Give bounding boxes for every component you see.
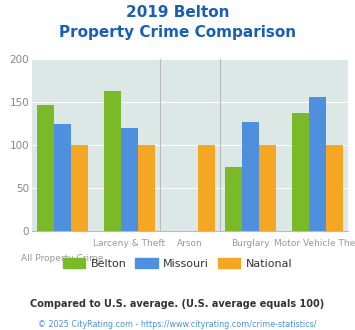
Text: Property Crime Comparison: Property Crime Comparison — [59, 25, 296, 40]
Bar — [309, 97, 326, 231]
Text: 2019 Belton: 2019 Belton — [126, 5, 229, 20]
Bar — [292, 113, 309, 231]
Text: All Property Crime: All Property Crime — [21, 254, 104, 263]
Text: Arson: Arson — [177, 239, 203, 248]
Text: Burglary: Burglary — [231, 239, 270, 248]
Text: Compared to U.S. average. (U.S. average equals 100): Compared to U.S. average. (U.S. average … — [31, 299, 324, 309]
Bar — [54, 124, 71, 231]
Legend: Belton, Missouri, National: Belton, Missouri, National — [58, 253, 297, 273]
Bar — [121, 128, 138, 231]
Text: © 2025 CityRating.com - https://www.cityrating.com/crime-statistics/: © 2025 CityRating.com - https://www.city… — [38, 320, 317, 329]
Bar — [71, 145, 88, 231]
Bar — [225, 167, 242, 231]
Bar — [326, 145, 343, 231]
Bar — [198, 145, 215, 231]
Bar — [138, 145, 155, 231]
Bar — [259, 145, 276, 231]
Bar — [37, 105, 54, 231]
Text: Motor Vehicle Theft: Motor Vehicle Theft — [273, 239, 355, 248]
Bar — [242, 122, 259, 231]
Text: Larceny & Theft: Larceny & Theft — [93, 239, 165, 248]
Bar — [104, 91, 121, 231]
